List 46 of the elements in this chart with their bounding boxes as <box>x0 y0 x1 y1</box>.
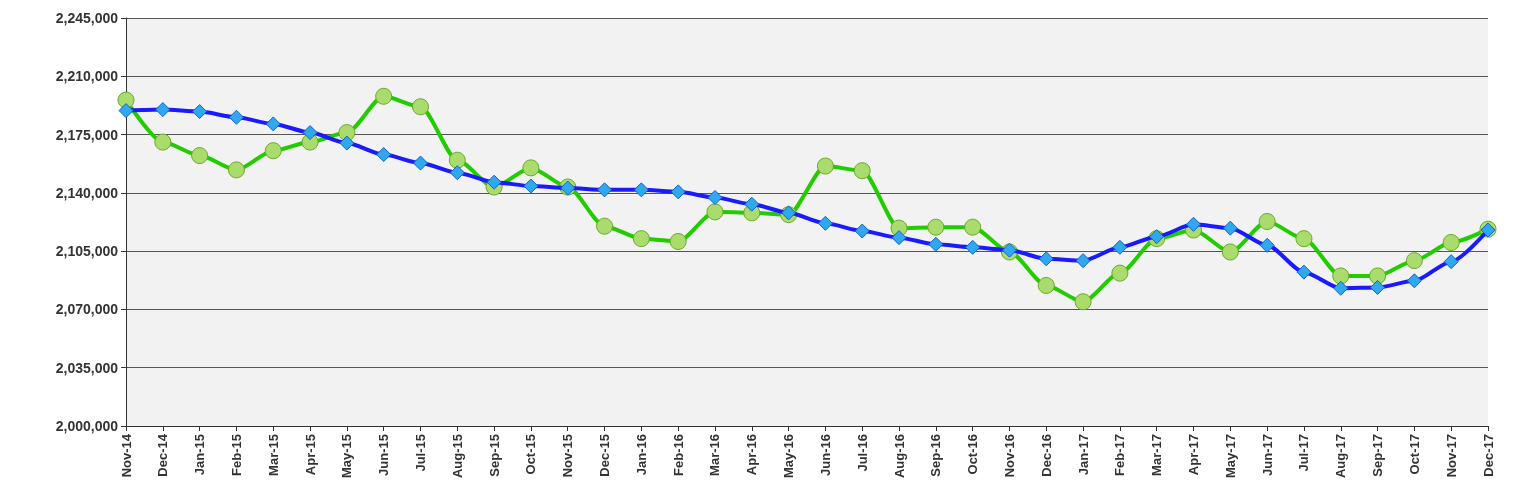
y-tick-label: 2,245,000 <box>55 10 119 26</box>
x-tick-label: Sep-17 <box>1370 434 1386 477</box>
x-tick-label: Feb-15 <box>228 434 244 476</box>
y-tick-label: 2,035,000 <box>55 359 119 376</box>
x-tick-label: Aug-16 <box>891 434 907 479</box>
x-tick-label: May-17 <box>1222 434 1238 479</box>
x-tick-label: May-15 <box>339 434 355 479</box>
x-tick-label: Jan-16 <box>633 434 649 476</box>
y-tick-label: 2,105,000 <box>55 243 119 260</box>
x-tick-label: Sep-16 <box>928 434 944 477</box>
x-tick-label: Nov-17 <box>1443 434 1459 478</box>
x-tick-label: Aug-15 <box>449 434 465 479</box>
x-tick-label: Oct-16 <box>965 434 981 475</box>
x-tick-label: Apr-17 <box>1186 434 1202 476</box>
x-tick-label: Mar-17 <box>1149 434 1165 476</box>
x-tick-label: Oct-17 <box>1406 434 1422 475</box>
x-tick-label: Jun-17 <box>1259 434 1275 476</box>
y-tick-label: 2,210,000 <box>55 68 119 85</box>
x-tick-label: Dec-15 <box>597 434 613 477</box>
x-tick-label: Nov-14 <box>118 433 134 478</box>
x-tick-label: Jul-15 <box>412 434 428 472</box>
x-tick-label: Feb-16 <box>670 434 686 476</box>
x-tick-label: Dec-14 <box>155 433 171 477</box>
y-tick-label: 2,070,000 <box>55 301 119 318</box>
x-tick-label: Dec-16 <box>1038 434 1054 477</box>
x-tick-label: Feb-17 <box>1112 434 1128 476</box>
x-tick-label: Nov-16 <box>1001 434 1017 478</box>
x-tick-label: Dec-17 <box>1480 434 1496 477</box>
x-tick-label: Oct-15 <box>523 434 539 475</box>
x-tick-label: Jan-17 <box>1075 434 1091 476</box>
x-tick-label: Aug-17 <box>1333 434 1349 479</box>
x-tick-label: Apr-16 <box>744 434 760 476</box>
x-tick-label: Jun-15 <box>376 434 392 476</box>
x-tick-label: Jul-16 <box>854 434 870 472</box>
x-tick-label: May-16 <box>781 434 797 479</box>
y-tick-label: 2,175,000 <box>55 126 119 143</box>
y-tick-label: 2,140,000 <box>55 184 119 201</box>
x-tick-label: Jun-16 <box>817 434 833 476</box>
x-tick-label: Nov-15 <box>560 434 576 478</box>
x-tick-label: Apr-15 <box>302 434 318 476</box>
x-tick-label: Mar-15 <box>265 434 281 476</box>
x-tick-label: Mar-16 <box>707 434 723 476</box>
x-tick-label: Sep-15 <box>486 434 502 477</box>
x-tick-label: Jul-17 <box>1296 434 1312 472</box>
x-tick-label: Jan-15 <box>192 434 208 476</box>
y-tick-label: 2,000,000 <box>55 418 119 434</box>
